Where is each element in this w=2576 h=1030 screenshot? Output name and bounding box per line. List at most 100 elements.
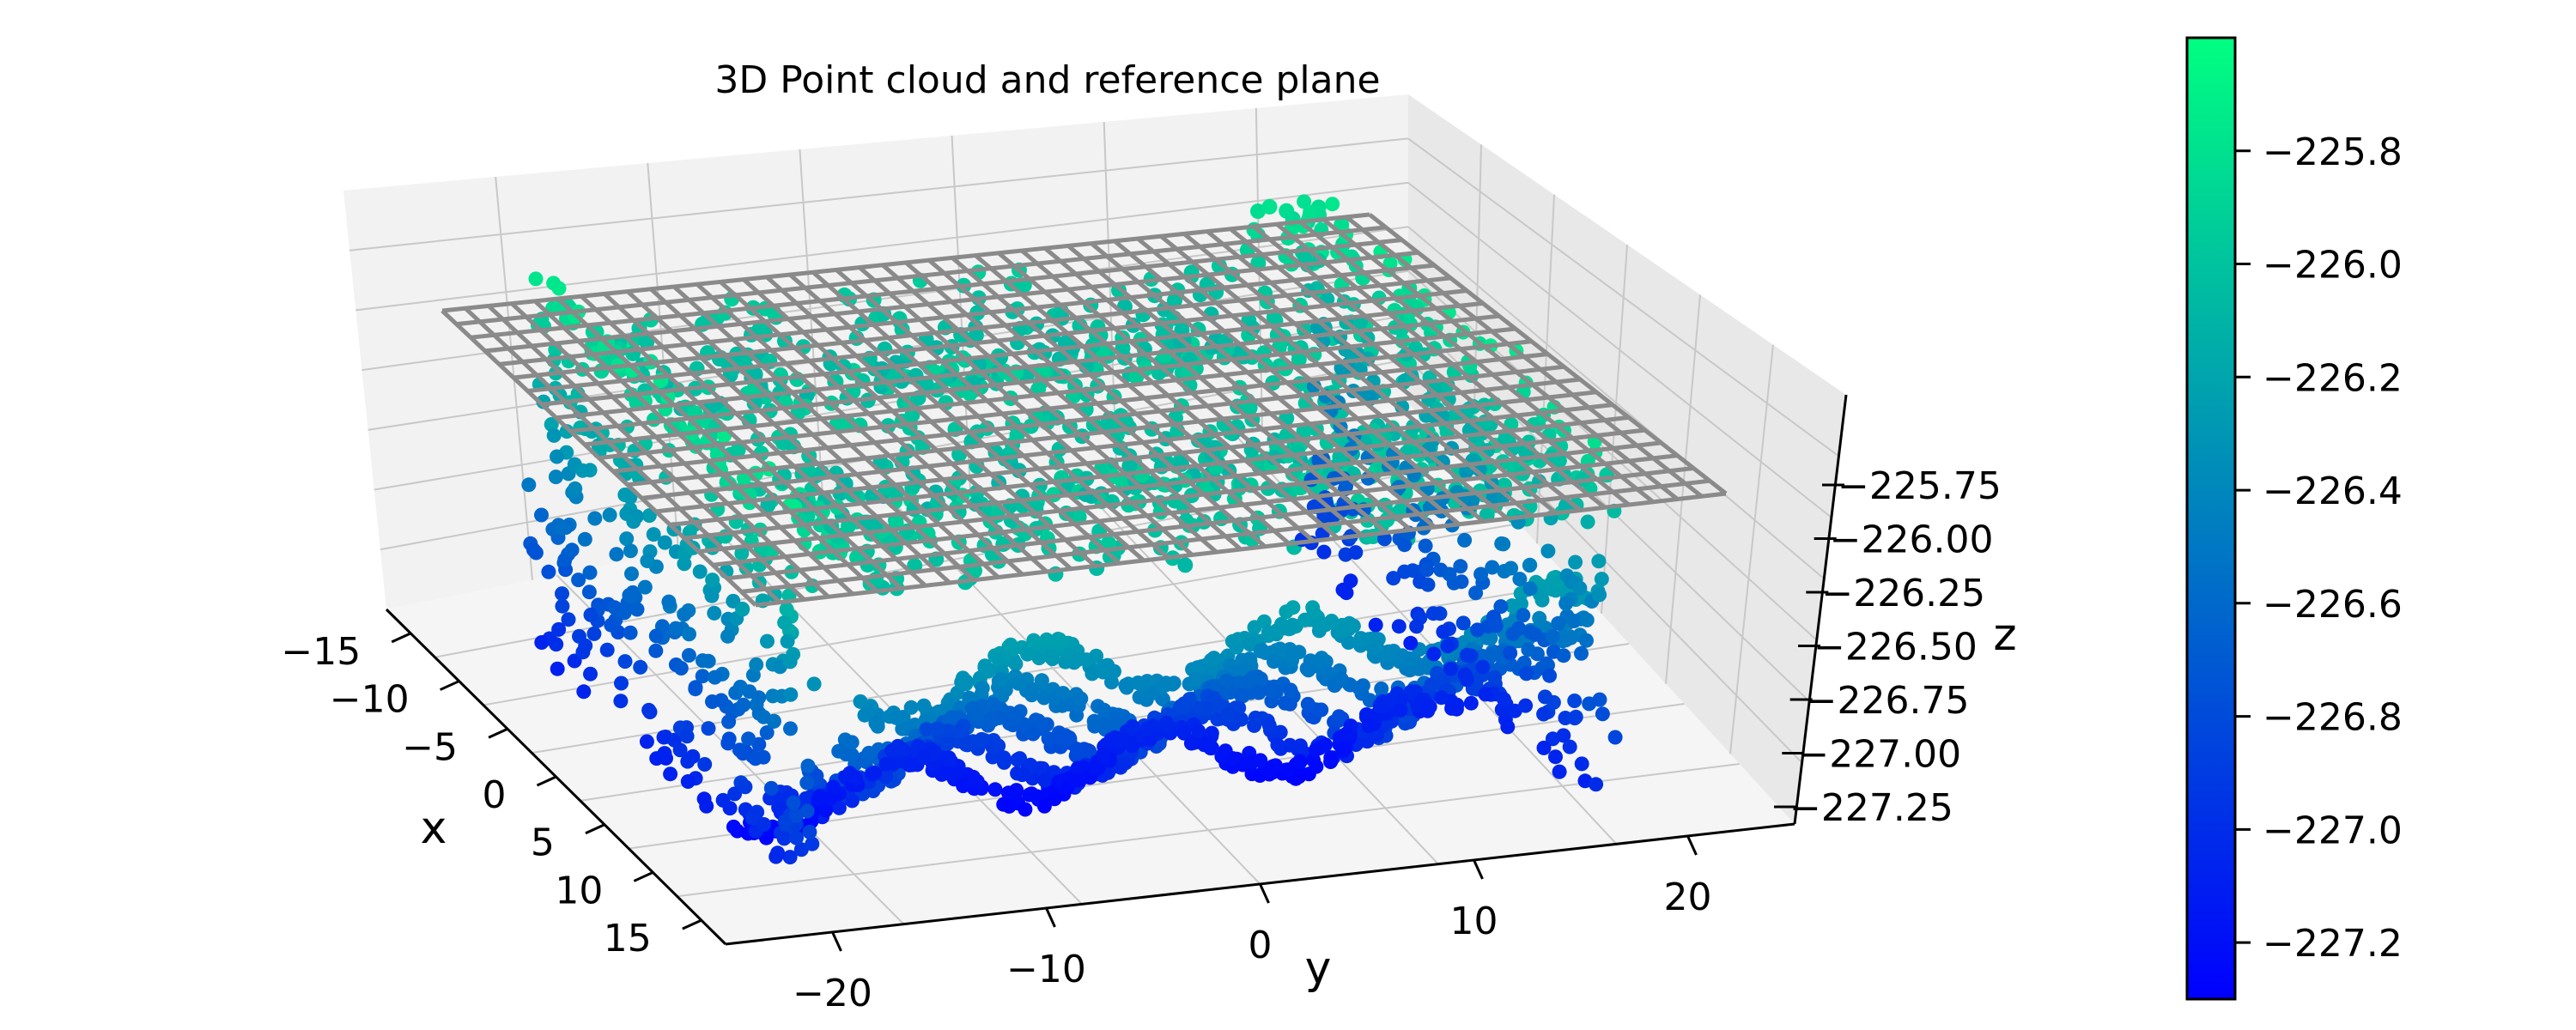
cloud-point [1369, 431, 1385, 447]
cloud-point [1434, 690, 1449, 706]
plane-grid-line [726, 466, 1694, 581]
plane-grid-line [470, 238, 1402, 340]
x-tick-label: 0 [483, 773, 507, 817]
cloud-point [916, 750, 932, 766]
cloud-point [546, 427, 562, 443]
cloud-point [571, 573, 586, 588]
cloud-point [1418, 538, 1433, 554]
pane-grid-line [1665, 294, 1701, 684]
cloud-point [1159, 715, 1175, 730]
cloud-point [975, 681, 990, 696]
cloud-point [1270, 737, 1285, 753]
cloud-point [941, 750, 957, 766]
pane-grid-line [1729, 344, 1774, 754]
cloud-point [736, 697, 751, 712]
cloud-point [889, 710, 904, 725]
cloud-point [1552, 438, 1569, 454]
cloud-point [756, 817, 772, 832]
cloud-point [1014, 767, 1030, 783]
cloud-point [1297, 194, 1312, 209]
cloud-point [941, 766, 957, 781]
cloud-point [661, 594, 677, 609]
cloud-point [865, 766, 880, 782]
cloud-point [550, 449, 564, 464]
cloud-point [1200, 736, 1215, 751]
cloud-point [1494, 536, 1510, 551]
cloud-point [1348, 545, 1364, 560]
pane-grid-line [647, 162, 679, 551]
cloud-point [1500, 719, 1516, 735]
cloud-point [720, 628, 735, 644]
pane-grid-line [1103, 121, 1117, 463]
cloud-point [1200, 702, 1216, 717]
cloud-point [1309, 654, 1325, 670]
cloud-point [1512, 572, 1528, 587]
cloud-point [1225, 751, 1241, 766]
cloud-point [546, 276, 562, 291]
cloud-point [1183, 736, 1199, 751]
cloud-point [551, 621, 567, 637]
x-tick-label: −15 [281, 630, 361, 674]
cloud-point [1004, 639, 1019, 655]
cloud-point [734, 546, 750, 561]
cloud-point [1280, 762, 1296, 778]
cloud-point [1248, 710, 1263, 725]
pane-grid-line [355, 181, 1409, 312]
cloud-point [759, 725, 775, 740]
cloud-point [981, 662, 996, 677]
cloud-point [1177, 698, 1193, 712]
cloud-point [799, 803, 815, 819]
cloud-point [622, 588, 637, 603]
cloud-point [1267, 654, 1281, 670]
cloud-point [561, 612, 576, 627]
cloud-point [656, 730, 671, 745]
y-axis-label: y [1305, 942, 1332, 994]
cloud-point [1582, 696, 1597, 712]
cloud-point [1031, 651, 1047, 666]
cloud-point [1595, 706, 1610, 722]
cloud-point [1339, 479, 1353, 494]
cloud-point [958, 674, 974, 689]
cloud-point [1220, 706, 1236, 722]
cloud-point [1546, 694, 1561, 710]
cloud-point [1365, 640, 1381, 656]
cloud-point [697, 757, 713, 772]
cloud-point [930, 494, 945, 511]
cloud-point [991, 652, 1006, 668]
cloud-point [1420, 577, 1436, 592]
cloud-point [1231, 676, 1247, 691]
cloud-point [878, 756, 894, 772]
cloud-point [701, 721, 716, 736]
cloud-point [1455, 615, 1471, 631]
cloud-point [1073, 691, 1089, 706]
cloud-point [1250, 203, 1266, 220]
cloud-point [1139, 721, 1155, 736]
cloud-point [1157, 678, 1172, 693]
cloud-point [1020, 646, 1035, 662]
cloud-point [1047, 791, 1062, 807]
colorbar-tick-label: −226.6 [2263, 583, 2403, 627]
cloud-point [705, 573, 720, 588]
cloud-point [1397, 537, 1413, 553]
cloud-point [555, 520, 570, 536]
cloud-point [1263, 683, 1279, 698]
cloud-point [1022, 787, 1037, 803]
cloud-point [1394, 399, 1410, 415]
cloud-point [1069, 742, 1084, 757]
cloud-point [1516, 608, 1531, 623]
cloud-point [568, 481, 583, 496]
cloud-point [1116, 732, 1132, 748]
plane-grid-line [541, 300, 1484, 407]
cloud-point [783, 687, 799, 702]
cloud-point [1335, 582, 1351, 597]
cloud-point [1278, 695, 1293, 711]
cloud-point [811, 791, 826, 807]
cloud-point [1130, 676, 1145, 690]
cloud-point [782, 654, 798, 670]
plane-grid-line [527, 288, 1467, 393]
cloud-point [1425, 606, 1441, 621]
pane-grid-line [799, 148, 825, 522]
cloud-point [1309, 759, 1324, 774]
x-axis-label: x [421, 803, 447, 854]
cloud-point [1552, 764, 1567, 779]
